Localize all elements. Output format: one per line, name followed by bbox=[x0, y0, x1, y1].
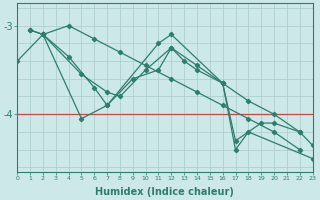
X-axis label: Humidex (Indice chaleur): Humidex (Indice chaleur) bbox=[95, 187, 234, 197]
